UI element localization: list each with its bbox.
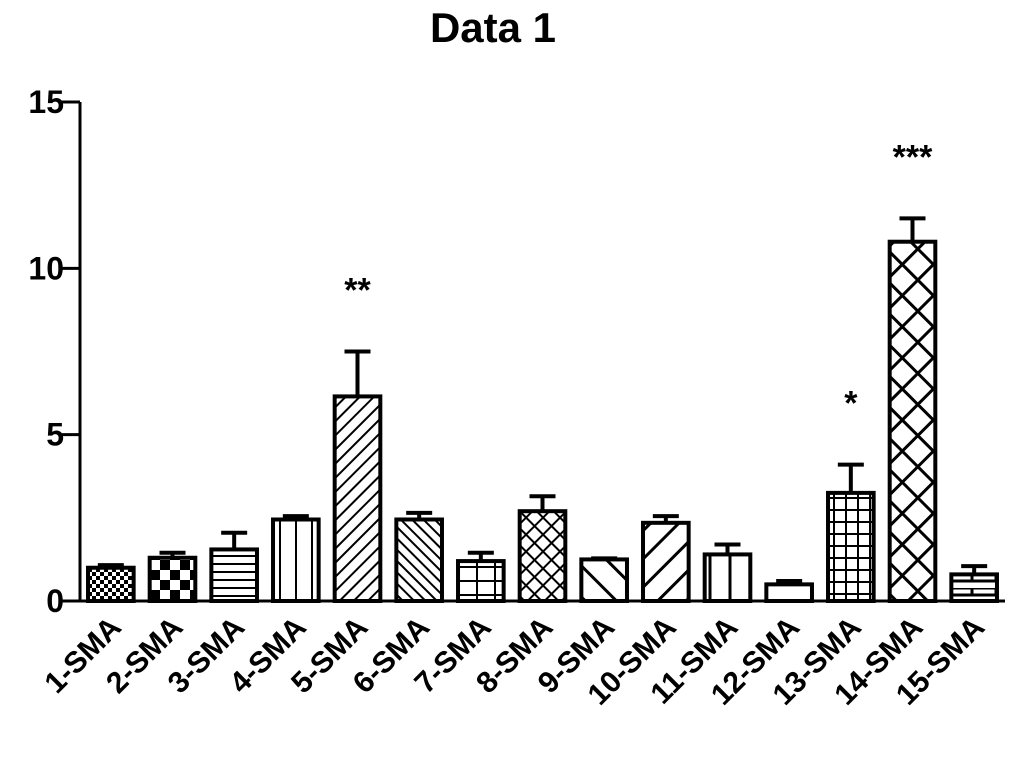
bar <box>456 559 506 604</box>
error-bar <box>961 564 988 575</box>
significance-label: ** <box>344 272 371 310</box>
error-bar <box>282 514 309 520</box>
error-bar <box>159 550 186 558</box>
bar <box>826 490 876 603</box>
significance-label: * <box>844 385 858 423</box>
bar <box>764 582 814 603</box>
bar <box>887 239 938 603</box>
bar <box>332 394 383 603</box>
error-bar <box>467 550 494 562</box>
significance-label: *** <box>893 138 933 176</box>
bar <box>209 547 259 603</box>
error-bar <box>837 462 864 493</box>
y-tick-label: 15 <box>28 84 64 120</box>
bar <box>702 552 753 604</box>
bar <box>641 520 691 603</box>
error-bar <box>776 579 803 585</box>
bar <box>394 517 444 603</box>
bar <box>949 572 999 603</box>
error-bar <box>221 530 248 550</box>
bar <box>147 555 198 604</box>
error-bar <box>714 542 741 555</box>
error-bar <box>899 216 926 242</box>
y-tick-label: 5 <box>46 417 64 453</box>
error-bar <box>97 563 124 568</box>
error-bar <box>652 514 679 523</box>
bar <box>579 557 629 604</box>
y-tick-label: 0 <box>46 583 64 619</box>
chart-title: Data 1 <box>430 4 556 51</box>
y-tick-label: 10 <box>28 250 64 286</box>
bar <box>517 509 568 603</box>
bar <box>271 517 321 603</box>
error-bar <box>406 510 433 520</box>
bar <box>86 565 136 604</box>
error-bar <box>529 494 556 512</box>
error-bar <box>344 349 371 397</box>
error-bar <box>591 556 618 561</box>
